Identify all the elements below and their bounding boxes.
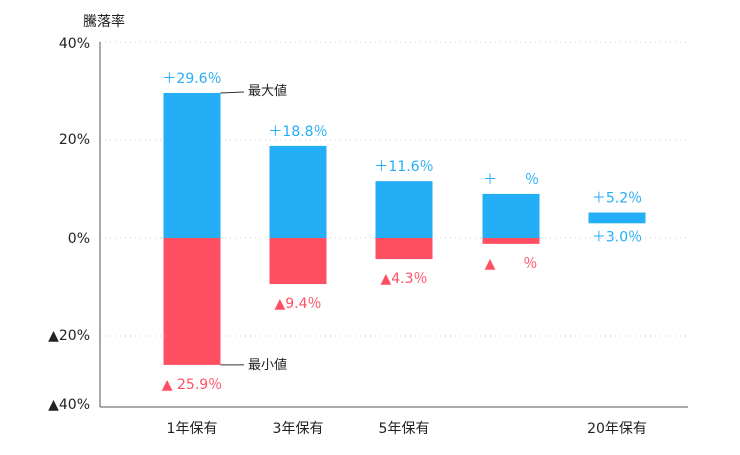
max-label: ＋5.2％ bbox=[592, 191, 642, 207]
bar-max bbox=[588, 212, 646, 224]
y-tick-labels: 40% 20% 0% ▲20% ▲40% bbox=[48, 36, 90, 413]
bar-max bbox=[482, 193, 540, 238]
grid-lines bbox=[100, 41, 688, 337]
x-tick-label: 3年保有 bbox=[273, 421, 324, 437]
min-label: ▲ ％ bbox=[485, 256, 538, 272]
x-tick-label: 20年保有 bbox=[587, 421, 647, 437]
bar-max bbox=[375, 181, 433, 238]
max-leader-line bbox=[220, 91, 245, 94]
min-label: ＋3.0％ bbox=[592, 229, 642, 245]
max-label: ＋18.8％ bbox=[268, 124, 327, 140]
y-tick-label: 20% bbox=[59, 132, 90, 148]
y-axis-label: 騰落率 bbox=[83, 13, 125, 30]
x-tick-label: 5年保有 bbox=[379, 421, 430, 437]
x-tick-labels: 1年保有 3年保有 5年保有 20年保有 bbox=[167, 421, 647, 437]
min-label: ▲4.3％ bbox=[380, 271, 427, 287]
y-tick-label: ▲20% bbox=[48, 328, 90, 344]
x-tick-label: 1年保有 bbox=[167, 421, 218, 437]
max-label: ＋11.6％ bbox=[374, 159, 433, 175]
axes bbox=[99, 42, 688, 408]
bars bbox=[163, 92, 646, 365]
y-tick-label: ▲40% bbox=[48, 397, 90, 413]
max-annotation: 最大値 bbox=[248, 83, 287, 99]
y-tick-label: 0% bbox=[68, 231, 90, 247]
bar-min bbox=[375, 238, 433, 260]
bar-min bbox=[482, 238, 540, 244]
min-label: ▲9.4％ bbox=[274, 296, 321, 312]
min-label: ▲ 25.9％ bbox=[162, 377, 222, 393]
max-label: ＋ ％ bbox=[483, 172, 539, 188]
bar-max bbox=[163, 92, 221, 239]
bar-min bbox=[269, 238, 327, 285]
y-tick-label: 40% bbox=[59, 36, 90, 52]
data-labels: ＋29.6％ ▲ 25.9％ ＋18.8％ ▲9.4％ ＋11.6％ ▲4.3％ ＋ ％ ▲ … bbox=[162, 71, 642, 393]
bar-min bbox=[163, 238, 221, 365]
max-label: ＋29.6％ bbox=[162, 71, 221, 87]
min-annotation: 最小値 bbox=[248, 357, 287, 373]
bar-max bbox=[269, 145, 327, 238]
